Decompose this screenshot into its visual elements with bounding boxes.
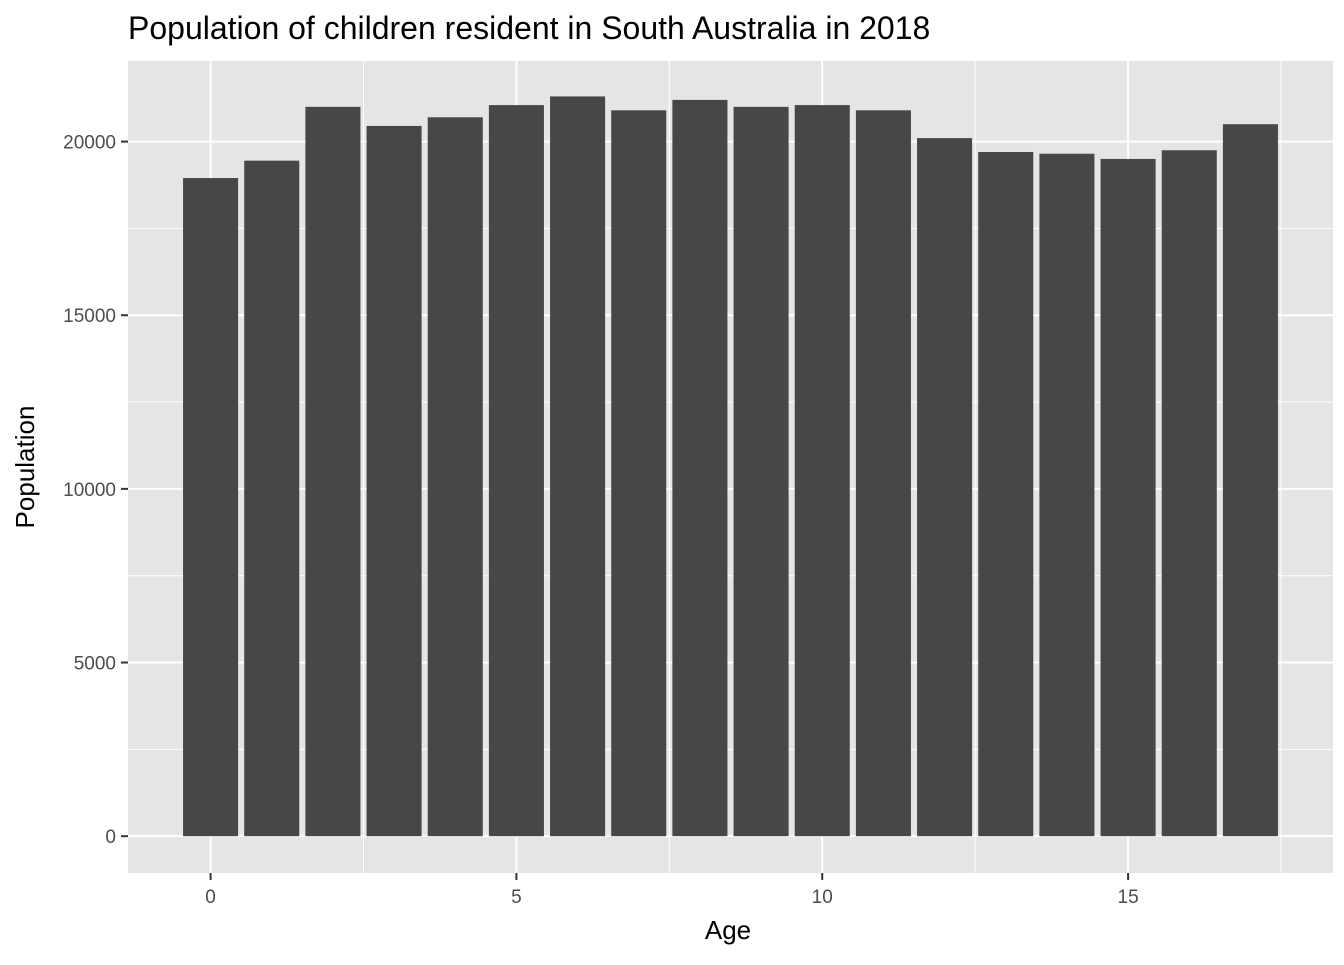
bar-age-9 (733, 106, 789, 837)
x-axis-title: Age (705, 915, 751, 945)
x-tick-label: 15 (1118, 887, 1139, 908)
bar-age-6 (550, 96, 606, 837)
y-tick-label: 5000 (74, 654, 116, 675)
bars (183, 96, 1278, 837)
bar-age-10 (794, 105, 850, 837)
bar-age-1 (244, 160, 300, 837)
bar-age-8 (672, 99, 728, 837)
bar-age-15 (1100, 158, 1156, 837)
chart-title: Population of children resident in South… (128, 10, 930, 46)
x-tick-label: 0 (205, 887, 216, 908)
bar-age-5 (488, 105, 544, 837)
bar-age-4 (427, 117, 483, 837)
bar-age-16 (1161, 150, 1217, 837)
bar-age-3 (366, 125, 422, 837)
y-tick-label: 20000 (63, 133, 116, 154)
bar-age-7 (611, 110, 667, 837)
bar-age-12 (917, 138, 973, 837)
x-tick-label: 5 (511, 887, 522, 908)
bar-age-2 (305, 106, 361, 837)
bar-age-13 (978, 151, 1034, 837)
y-tick-label: 10000 (63, 480, 116, 501)
y-tick-label: 15000 (63, 306, 116, 327)
x-axis: 0 5 10 15 (205, 873, 1139, 908)
y-axis: 0 5000 10000 15000 20000 (63, 133, 128, 848)
bar-age-11 (855, 110, 911, 837)
y-tick-label: 0 (105, 827, 116, 848)
bar-age-17 (1222, 124, 1278, 837)
y-axis-title: Population (10, 406, 40, 529)
bar-age-14 (1039, 153, 1095, 837)
bar-age-0 (183, 178, 239, 837)
x-tick-label: 10 (812, 887, 833, 908)
